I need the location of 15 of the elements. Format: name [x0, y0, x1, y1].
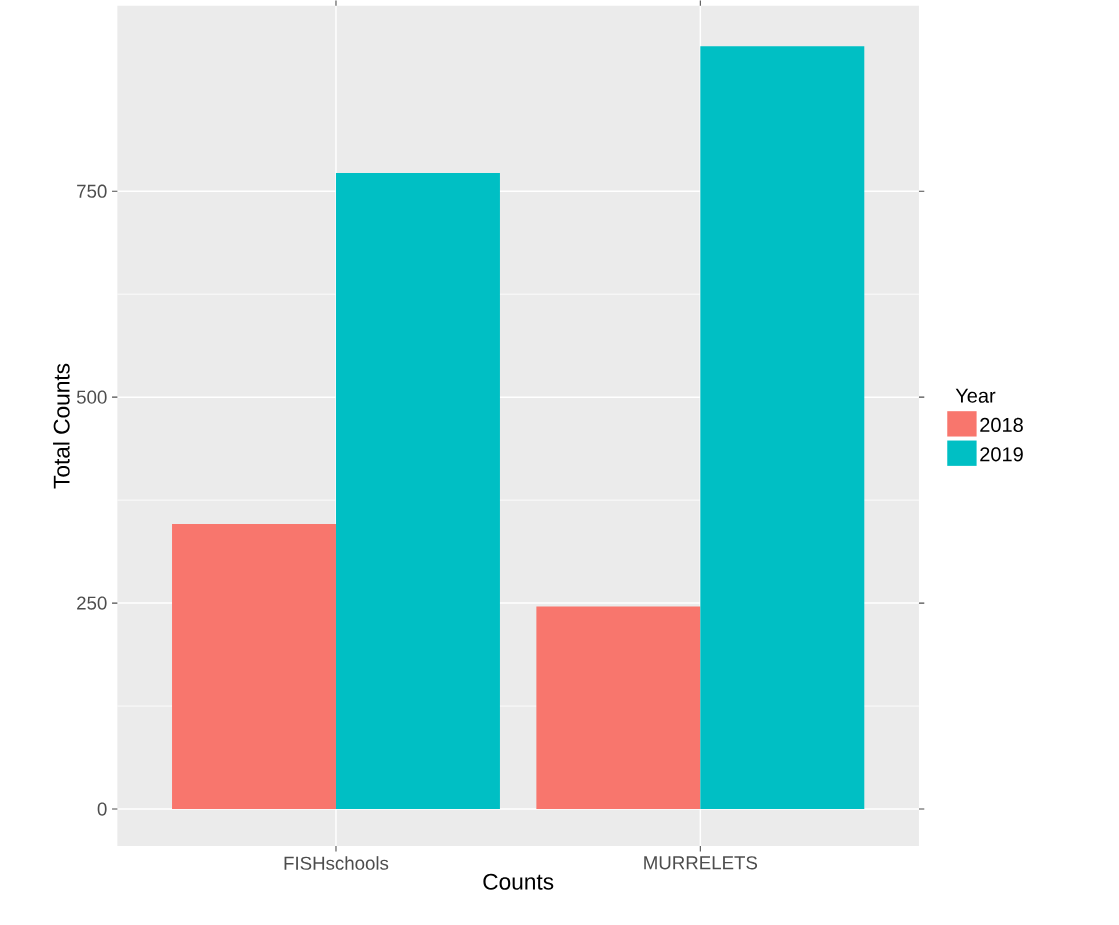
legend-title: Year	[955, 388, 996, 403]
legend-label: 2018	[980, 417, 1023, 433]
x-axis-title: Counts	[483, 873, 554, 890]
y-tick-label: 500	[76, 390, 107, 404]
bar	[700, 46, 865, 810]
y-tick-label: 250	[77, 596, 107, 610]
x-tick-label: MURRELETS	[644, 856, 758, 870]
y-axis-title: Total Counts	[53, 363, 70, 489]
y-tick-label: 0	[97, 802, 107, 816]
legend-label: 2019	[980, 447, 1023, 462]
x-tick-label: FISHschools	[284, 856, 389, 870]
bar	[172, 524, 336, 810]
bar	[335, 173, 500, 810]
y-tick-label: 750	[77, 184, 107, 198]
bar	[536, 606, 701, 810]
